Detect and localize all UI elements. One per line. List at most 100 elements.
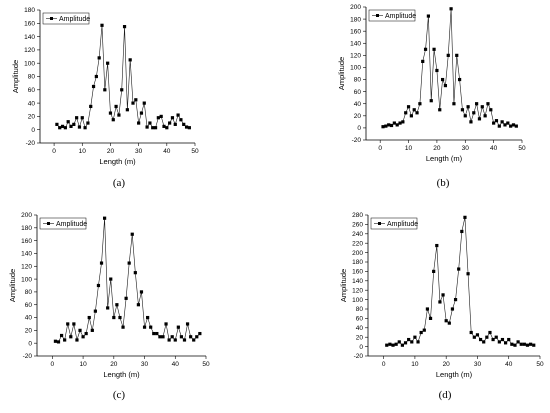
y-tick-label: -20 [354,353,364,360]
data-point [395,123,399,127]
data-point [156,116,160,120]
x-tick-label: 20 [443,361,451,368]
data-point [99,261,104,265]
chart-svg-d: 0 10 20 30 40 50 -20 0 20 40 60 80 100 120 140 160 180 20… [339,212,544,379]
data-point [118,315,122,320]
data-point [400,343,404,347]
y-tick-label: 80 [356,306,364,313]
x-tick-label: 0 [378,145,382,152]
data-point [477,117,482,121]
data-point [128,58,132,62]
data-point [475,102,479,106]
data-point [124,296,128,300]
y-tick-label: 200 [350,4,361,11]
x-tick-label: 50 [536,361,544,368]
data-point [173,338,177,342]
y-tick-label: 40 [354,101,362,108]
data-point [112,315,116,320]
data-point [406,105,411,109]
data-point [77,125,82,129]
data-point [489,108,493,112]
data-point [438,108,442,112]
chart-panel-c: 0 10 20 30 40 50 -20 0 20 40 60 80 100 120 140 160 180 20… [0,207,275,413]
data-point [529,342,533,346]
data-point [447,321,451,325]
data-point [514,124,518,128]
data-point [497,124,501,128]
y-tick-label: 80 [354,77,362,84]
x-tick-label: 0 [51,361,55,368]
data-point [394,342,398,346]
y-axis-label: Amplitude [339,269,348,302]
data-point [137,121,141,125]
y-tick-label: 160 [21,238,32,245]
data-point [472,335,476,339]
x-tick-label: 40 [490,145,498,152]
data-point [83,126,87,130]
data-point [500,337,505,342]
data-point [139,290,144,294]
data-point [152,331,156,336]
data-point [125,108,129,112]
chart-svg-c: 0 10 20 30 40 50 -20 0 20 40 60 80 100 120 140 160 180 20… [8,212,210,379]
y-tick-label: 20 [25,328,33,335]
caption-c: (c) [112,389,126,401]
data-point [469,330,473,335]
data-point [428,316,433,320]
data-point [440,77,445,82]
data-point [93,309,97,313]
data-point [387,123,391,127]
data-point [66,322,70,326]
data-point [78,328,82,332]
y-tick-label: 140 [24,34,35,41]
y-tick-label: -20 [23,353,33,360]
data-point [460,108,465,112]
data-point [66,120,70,124]
caption-d: (d) [438,389,452,401]
data-point [133,271,137,275]
y-tick-label: 40 [356,325,364,332]
y-tick-label: 0 [31,127,35,134]
data-point [385,343,389,347]
data-point [184,125,189,129]
y-tick-label: 240 [352,231,363,238]
data-point [161,335,165,339]
data-point [519,342,523,346]
data-point [441,293,445,297]
y-tick-label: 120 [352,287,363,294]
data-point [72,122,76,126]
data-point [392,121,396,125]
data-point [472,111,476,115]
data-point [115,303,119,307]
y-tick-label: 100 [350,65,361,72]
data-point [167,338,171,342]
data-point [75,116,79,120]
x-tick-label: 20 [110,361,118,368]
legend-marker-swatch [376,14,379,17]
data-point [457,267,461,271]
data-point [192,338,196,342]
y-axis-label: Amplitude [337,57,346,90]
data-point [108,111,113,115]
data-point [507,337,511,342]
data-point [106,306,110,310]
x-tick-label: 50 [191,148,199,155]
data-point [146,315,150,320]
data-point [84,331,88,336]
data-point [409,114,413,118]
data-point [422,328,426,332]
data-point [158,335,162,339]
x-tick-label: 10 [405,145,413,152]
y-tick-label: 120 [350,53,361,60]
data-point [511,123,516,127]
data-point [423,47,428,51]
data-point [384,124,388,128]
data-point [127,261,131,265]
data-point [450,307,455,311]
data-point [444,319,448,323]
data-point [483,114,487,118]
data-point [136,303,140,307]
data-point [53,339,58,343]
y-tick-label: 200 [352,250,363,257]
y-tick-label: 60 [28,87,36,94]
